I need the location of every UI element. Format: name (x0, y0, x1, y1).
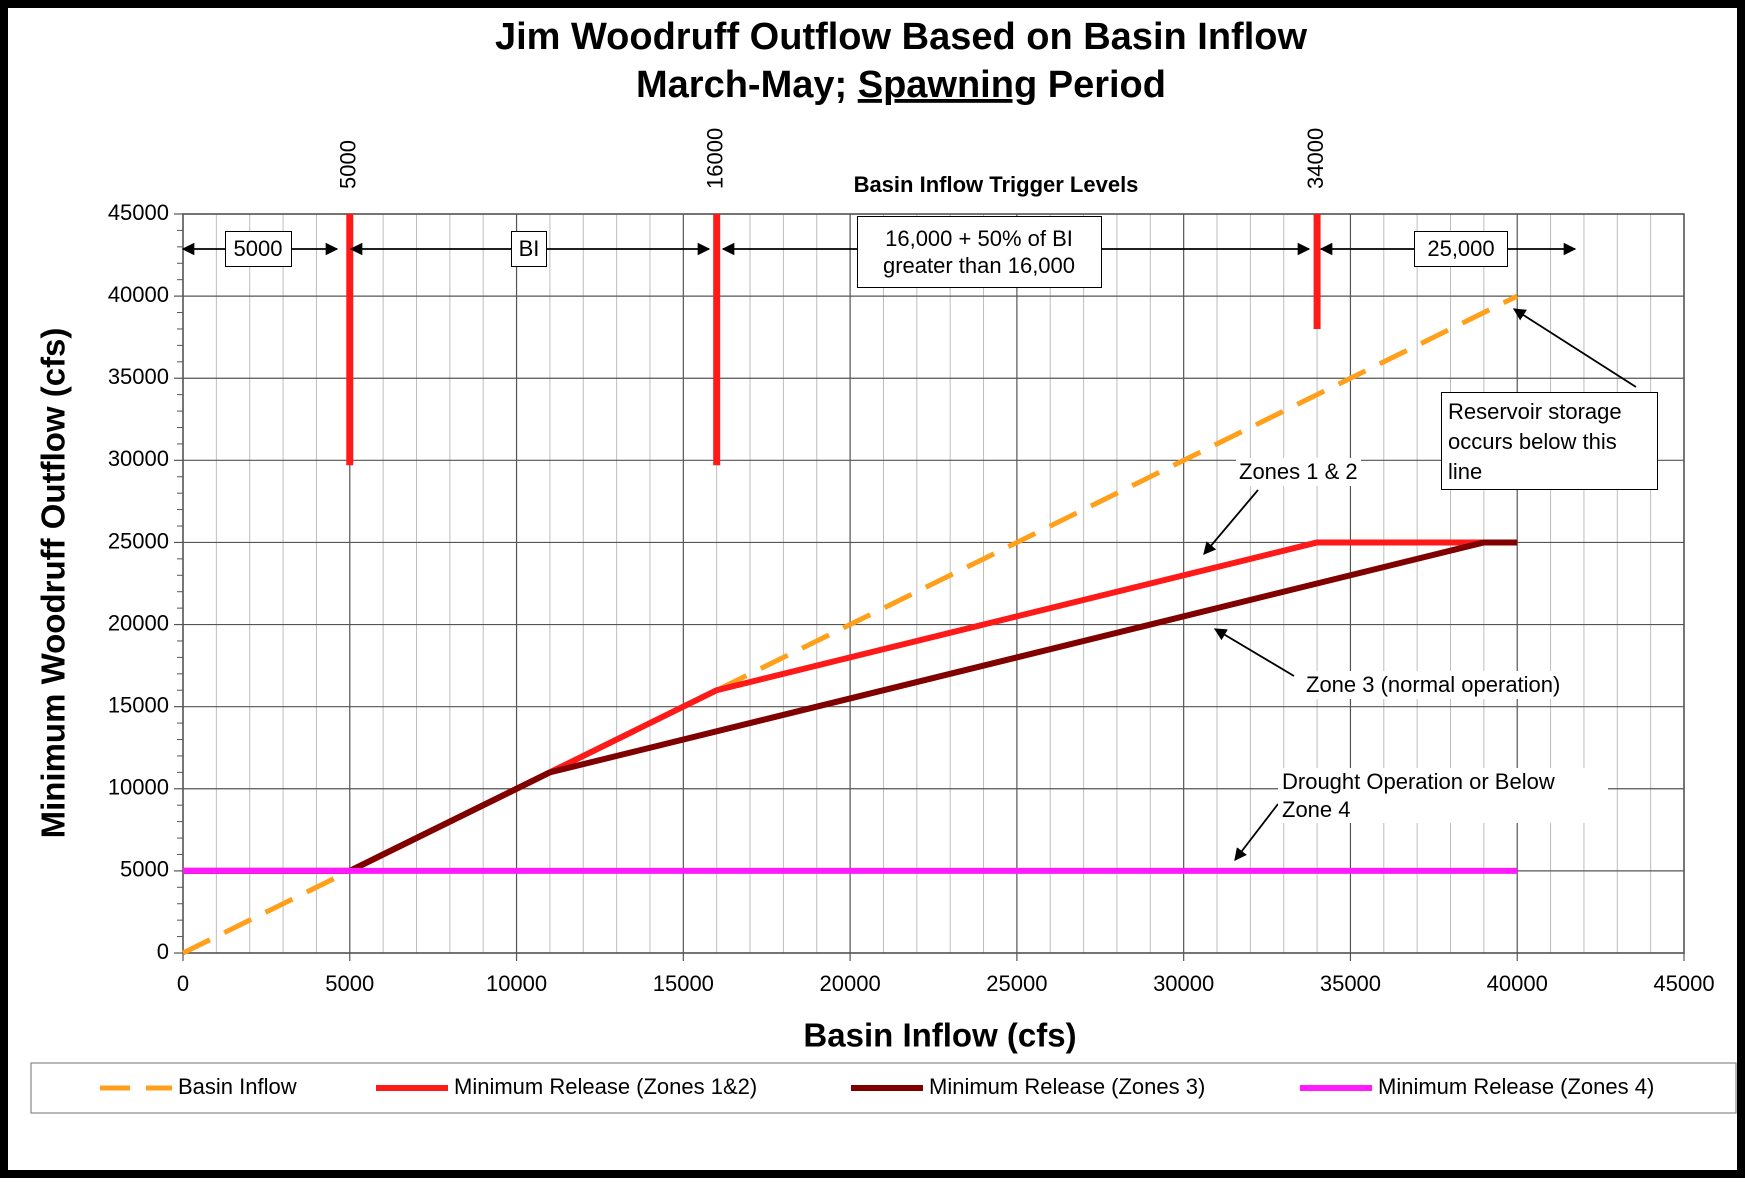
y-tick-label: 40000 (108, 282, 169, 307)
x-tick-label: 35000 (1320, 971, 1381, 996)
y-tick-label: 10000 (108, 775, 169, 800)
arrow (1213, 628, 1295, 677)
legend-label: Basin Inflow (178, 1074, 297, 1099)
y-tick-label: 35000 (108, 364, 169, 389)
y-tick-label: 30000 (108, 446, 169, 471)
trigger-label: 5000 (336, 140, 361, 189)
x-tick-label: 40000 (1487, 971, 1548, 996)
annotation-box: Reservoir storage occurs below this line (1441, 392, 1658, 490)
zone-annotation: 16,000 + 50% of BI greater than 16,000 (856, 216, 1102, 288)
legend-label: Minimum Release (Zones 1&2) (454, 1074, 757, 1099)
y-tick-label: 20000 (108, 610, 169, 635)
x-tick-label: 10000 (486, 971, 547, 996)
x-tick-label: 30000 (1153, 971, 1214, 996)
subtitle-part: Spawning (858, 64, 1037, 106)
legend-label: Minimum Release (Zones 3) (929, 1074, 1205, 1099)
annotation: Zone 3 (normal operation) (1300, 671, 1567, 699)
y-tick-label: 25000 (108, 528, 169, 553)
subtitle-part: March-May; (636, 64, 858, 106)
annotation: Reservoir storage occurs below this line (1441, 392, 1658, 490)
zone-annotation: 25,000 (1414, 231, 1508, 267)
trigger-title: Basin Inflow Trigger Levels (854, 172, 1139, 197)
x-tick-label: 45000 (1653, 971, 1714, 996)
plot-frame (182, 213, 1685, 954)
trigger-label: 16000 (703, 128, 728, 189)
annotation-box: Drought Operation or Below Zone 4 (1278, 768, 1608, 823)
y-tick-label: 45000 (108, 200, 169, 225)
arrow (1512, 308, 1637, 388)
x-tick-label: 25000 (986, 971, 1047, 996)
chart-subtitle: March-May; Spawning Period (636, 64, 1166, 106)
zone-annotation-box: 25,000 (1414, 231, 1508, 267)
subtitle-part: Period (1037, 64, 1166, 106)
annotation: Drought Operation or Below Zone 4 (1278, 768, 1608, 823)
zone-annotation: BI (511, 231, 547, 267)
x-tick-label: 0 (177, 971, 189, 996)
y-tick-label: 15000 (108, 692, 169, 717)
y-tick-label: 0 (157, 939, 169, 964)
x-tick-label: 15000 (653, 971, 714, 996)
annotation: Zones 1 & 2 (1236, 458, 1361, 486)
chart-title: Jim Woodruff Outflow Based on Basin Infl… (495, 16, 1308, 58)
zone-annotation-box: 16,000 + 50% of BI greater than 16,000 (856, 216, 1102, 288)
legend-label: Minimum Release (Zones 4) (1378, 1074, 1654, 1099)
annotation-box: Zones 1 & 2 (1236, 458, 1361, 486)
x-tick-label: 5000 (325, 971, 374, 996)
x-tick-label: 20000 (820, 971, 881, 996)
trigger-label: 34000 (1303, 128, 1328, 189)
y-axis-label: Minimum Woodruff Outflow (cfs) (35, 328, 72, 839)
zone-annotation: 5000 (224, 231, 292, 267)
arrow (1203, 489, 1259, 555)
zone-annotation-box: BI (511, 231, 547, 267)
x-axis-label: Basin Inflow (cfs) (803, 1017, 1076, 1054)
y-tick-label: 5000 (120, 857, 169, 882)
arrow (1234, 803, 1279, 861)
zone-annotation-box: 5000 (224, 231, 292, 267)
annotation-box: Zone 3 (normal operation) (1300, 671, 1567, 699)
